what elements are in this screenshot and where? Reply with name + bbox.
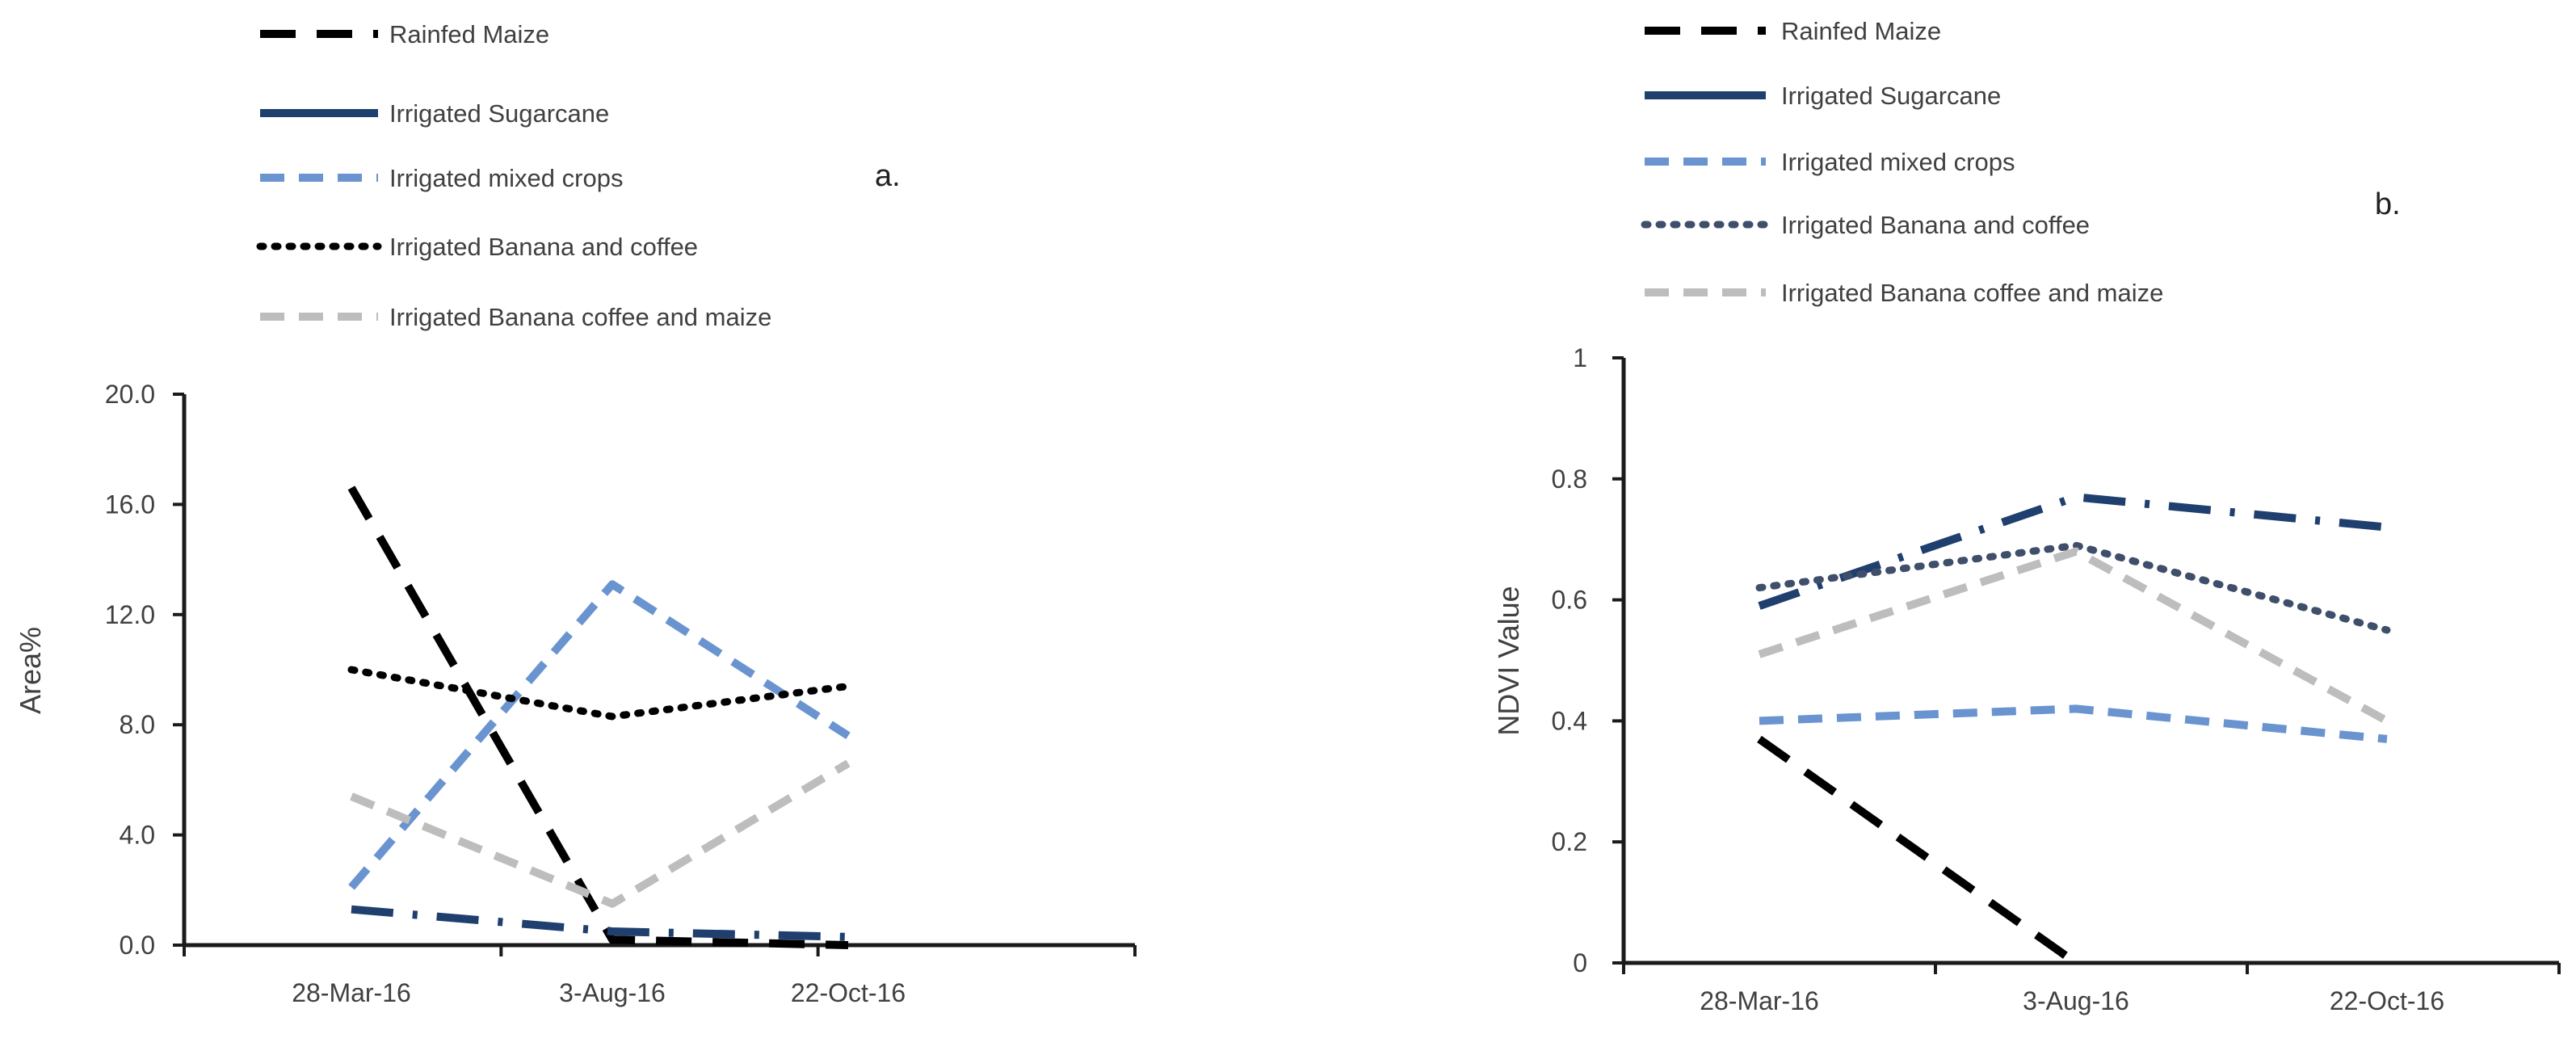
panel-label: b. <box>2375 187 2401 221</box>
data-point-irrigated-banana-coffee-and-maize <box>347 792 356 801</box>
chart-panel-a: Rainfed Maize Irrigated Sugarcane Irrigate… <box>14 20 1137 1007</box>
x-tick-label: 22-Oct-16 <box>791 978 906 1007</box>
series-line-irrigated-banana-and-coffee <box>347 666 852 721</box>
y-tick-label: 0.8 <box>1552 464 1587 494</box>
series-line-irrigated-mixed-crops <box>348 580 851 890</box>
y-tick-label: 1 <box>1573 343 1587 372</box>
data-point-irrigated-banana-coffee-and-maize <box>2071 547 2081 557</box>
series-line-irrigated-mixed-crops <box>1759 704 2388 743</box>
data-point-irrigated-banana-and-coffee <box>607 712 617 721</box>
series-line-irrigated-sugarcane <box>1758 493 2388 610</box>
series-line-rainfed-maize <box>347 485 849 949</box>
data-point-irrigated-sugarcane <box>1754 601 1764 611</box>
data-point-rainfed-maize <box>1754 734 1764 744</box>
data-point-irrigated-sugarcane <box>347 905 356 914</box>
legend-label-irrigated-banana-coffee-and-maize: Irrigated Banana coffee and maize <box>1781 279 2163 307</box>
series-line-rainfed-maize <box>1757 735 2078 967</box>
data-point-irrigated-mixed-crops <box>843 731 853 741</box>
data-point-irrigated-mixed-crops <box>347 882 356 892</box>
x-tick-label: 22-Oct-16 <box>2330 986 2444 1015</box>
y-tick-label: 0.6 <box>1552 586 1587 615</box>
data-point-rainfed-maize <box>607 935 617 944</box>
y-tick-label: 0 <box>1573 948 1587 977</box>
legend-label-rainfed-maize: Rainfed Maize <box>1781 17 1941 45</box>
legend-label-rainfed-maize: Rainfed Maize <box>389 20 549 48</box>
data-point-irrigated-banana-and-coffee <box>843 681 853 691</box>
y-tick-label: 20.0 <box>105 380 155 409</box>
data-point-irrigated-banana-coffee-and-maize <box>2382 716 2392 725</box>
series-line-irrigated-sugarcane <box>351 905 849 941</box>
y-tick-label: 4.0 <box>120 821 155 850</box>
y-axis-title: NDVI Value <box>1492 586 1525 735</box>
data-point-irrigated-mixed-crops <box>2382 734 2392 744</box>
legend-label-irrigated-banana-and-coffee: Irrigated Banana and coffee <box>1781 211 2090 239</box>
data-point-irrigated-sugarcane <box>843 932 853 942</box>
y-tick-label: 0.2 <box>1552 827 1587 856</box>
x-tick-label: 28-Mar-16 <box>1700 986 1819 1015</box>
data-point-rainfed-maize <box>347 483 356 493</box>
y-axis-title: Area% <box>14 627 47 714</box>
y-tick-label: 16.0 <box>105 490 155 519</box>
data-point-irrigated-sugarcane <box>2382 523 2392 532</box>
data-point-irrigated-sugarcane <box>2071 492 2081 502</box>
legend-label-irrigated-banana-coffee-and-maize: Irrigated Banana coffee and maize <box>389 303 771 331</box>
data-point-irrigated-mixed-crops <box>2071 704 2081 713</box>
data-point-rainfed-maize <box>2071 958 2081 968</box>
data-point-irrigated-banana-coffee-and-maize <box>843 759 853 768</box>
data-point-irrigated-banana-coffee-and-maize <box>1754 649 1764 659</box>
panel-label: a. <box>875 159 901 193</box>
series-line-irrigated-banana-coffee-and-maize <box>350 759 851 908</box>
data-point-irrigated-banana-coffee-and-maize <box>607 899 617 909</box>
data-point-irrigated-banana-and-coffee <box>1754 583 1764 593</box>
data-point-irrigated-mixed-crops <box>1754 716 1764 725</box>
y-tick-label: 0.4 <box>1552 706 1587 735</box>
legend-label-irrigated-mixed-crops: Irrigated mixed crops <box>1781 148 2015 176</box>
y-tick-label: 12.0 <box>105 600 155 629</box>
series-line-irrigated-banana-and-coffee <box>1755 541 2391 634</box>
data-point-irrigated-mixed-crops <box>607 579 617 589</box>
chart-panel-b: Rainfed Maize Irrigated Sugarcane Irrigate… <box>1492 17 2561 1015</box>
data-point-irrigated-banana-and-coffee <box>347 665 356 675</box>
series-line-irrigated-banana-coffee-and-maize <box>1758 547 2389 725</box>
legend-label-irrigated-sugarcane: Irrigated Sugarcane <box>1781 82 2001 110</box>
y-tick-label: 8.0 <box>120 710 155 739</box>
x-tick-label: 28-Mar-16 <box>292 978 411 1007</box>
y-tick-label: 0.0 <box>120 931 155 960</box>
legend-label-irrigated-banana-and-coffee: Irrigated Banana and coffee <box>389 233 698 261</box>
data-point-irrigated-sugarcane <box>607 927 617 936</box>
legend-label-irrigated-sugarcane: Irrigated Sugarcane <box>389 99 609 128</box>
x-tick-label: 3-Aug-16 <box>559 978 666 1007</box>
data-point-rainfed-maize <box>843 940 853 950</box>
data-point-irrigated-banana-and-coffee <box>2382 625 2392 635</box>
x-tick-label: 3-Aug-16 <box>2023 986 2129 1015</box>
legend-label-irrigated-mixed-crops: Irrigated mixed crops <box>389 164 623 192</box>
